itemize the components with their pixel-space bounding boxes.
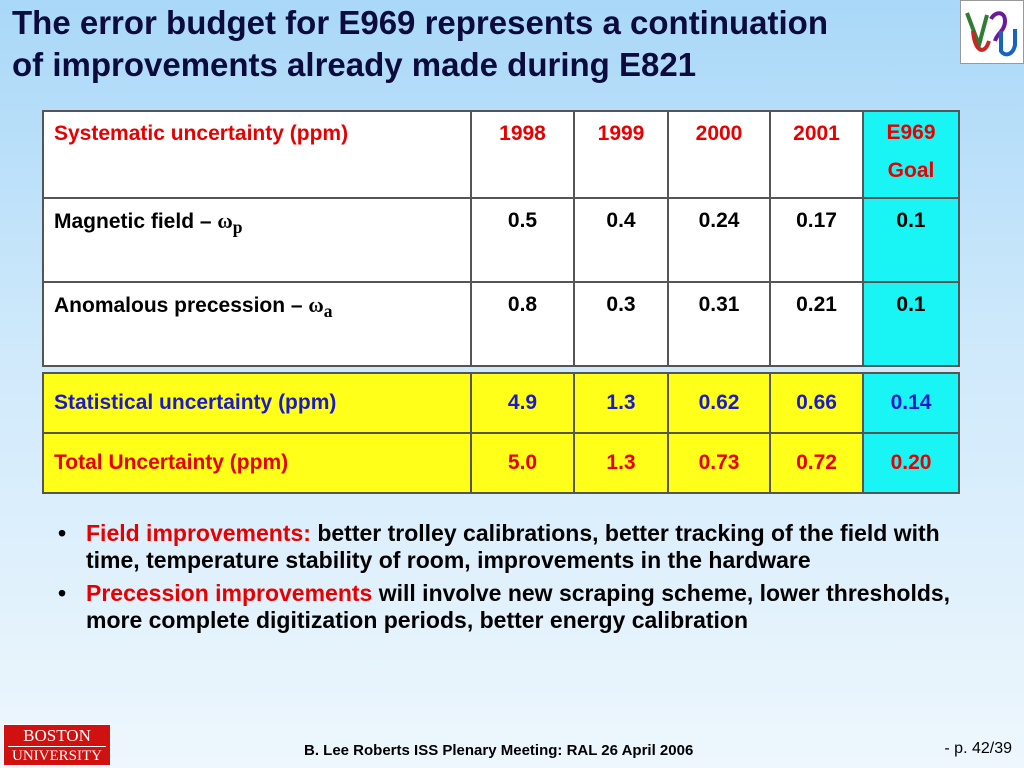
precession-improvements-text: will involve new scraping scheme, lower … xyxy=(86,580,951,633)
value-cell: 0.72 xyxy=(769,432,864,494)
value-cell: 0.4 xyxy=(573,197,669,283)
value-cell: 1.3 xyxy=(573,432,669,494)
table-row: Magnetic field – ωp 0.5 0.4 0.24 0.17 0.… xyxy=(42,197,960,283)
statistical-uncertainty-label: Statistical uncertainty (ppm) xyxy=(42,372,472,434)
value-cell: 0.17 xyxy=(769,197,864,283)
summary-uncertainty-table: Statistical uncertainty (ppm) 4.9 1.3 0.… xyxy=(42,372,960,494)
goal-cell: 0.1 xyxy=(862,281,960,367)
year-2001-header: 2001 xyxy=(769,110,864,199)
field-improvements-text: better trolley calibrations, better trac… xyxy=(86,520,940,573)
omega-symbol: ω xyxy=(308,293,324,317)
e969-goal-header: E969 Goal xyxy=(862,110,960,199)
table-row: Anomalous precession – ωa 0.8 0.3 0.31 0… xyxy=(42,281,960,367)
anomalous-precession-label: Anomalous precession – ωa xyxy=(42,281,472,367)
slide-title: The error budget for E969 represents a c… xyxy=(12,2,1002,86)
table-row: Total Uncertainty (ppm) 5.0 1.3 0.73 0.7… xyxy=(42,432,960,494)
year-1998-header: 1998 xyxy=(470,110,575,199)
omega-subscript: a xyxy=(323,301,333,322)
logo-line-2: UNIVERSITY xyxy=(12,748,102,764)
slide-title-line-1: The error budget for E969 represents a c… xyxy=(12,4,828,41)
goal-header-line-2: Goal xyxy=(887,159,935,182)
goal-cell: 0.20 xyxy=(862,432,960,494)
logo-line-1: BOSTON xyxy=(8,726,106,747)
precession-improvements-heading: Precession improvements xyxy=(86,580,373,606)
footer-text: B. Lee Roberts ISS Plenary Meeting: RAL … xyxy=(304,742,694,759)
goal-cell: 0.14 xyxy=(862,372,960,434)
value-cell: 1.3 xyxy=(573,372,669,434)
value-cell: 0.62 xyxy=(667,372,771,434)
list-item: Precession improvements will involve new… xyxy=(58,580,986,634)
value-cell: 4.9 xyxy=(470,372,575,434)
year-1999-header: 1999 xyxy=(573,110,669,199)
systematic-header-label: Systematic uncertainty (ppm) xyxy=(42,110,472,199)
omega-subscript: p xyxy=(232,217,243,238)
value-cell: 0.24 xyxy=(667,197,771,283)
value-cell: 0.73 xyxy=(667,432,771,494)
row-label-text: Anomalous precession – xyxy=(54,294,309,317)
page-number: - p. 42/39 xyxy=(944,740,1012,757)
list-item: Field improvements: better trolley calib… xyxy=(58,520,986,574)
year-2000-header: 2000 xyxy=(667,110,771,199)
systematic-uncertainty-table: Systematic uncertainty (ppm) 1998 1999 2… xyxy=(42,110,960,367)
value-cell: 0.66 xyxy=(769,372,864,434)
slide-title-line-2: of improvements already made during E821 xyxy=(12,46,697,83)
value-cell: 0.21 xyxy=(769,281,864,367)
g-minus-2-logo-icon xyxy=(960,0,1024,64)
value-cell: 0.31 xyxy=(667,281,771,367)
magnetic-field-label: Magnetic field – ωp xyxy=(42,197,472,283)
value-cell: 0.3 xyxy=(573,281,669,367)
goal-cell: 0.1 xyxy=(862,197,960,283)
value-cell: 0.8 xyxy=(470,281,575,367)
total-uncertainty-label: Total Uncertainty (ppm) xyxy=(42,432,472,494)
boston-university-logo: BOSTON UNIVERSITY xyxy=(3,724,111,766)
bullet-list: Field improvements: better trolley calib… xyxy=(52,520,986,640)
omega-symbol: ω xyxy=(217,209,233,233)
goal-header-line-1: E969 xyxy=(886,121,936,144)
systematic-header-row: Systematic uncertainty (ppm) 1998 1999 2… xyxy=(42,110,960,199)
table-row: Statistical uncertainty (ppm) 4.9 1.3 0.… xyxy=(42,372,960,434)
value-cell: 0.5 xyxy=(470,197,575,283)
row-label-text: Magnetic field – xyxy=(54,210,218,233)
field-improvements-heading: Field improvements: xyxy=(86,520,311,546)
value-cell: 5.0 xyxy=(470,432,575,494)
